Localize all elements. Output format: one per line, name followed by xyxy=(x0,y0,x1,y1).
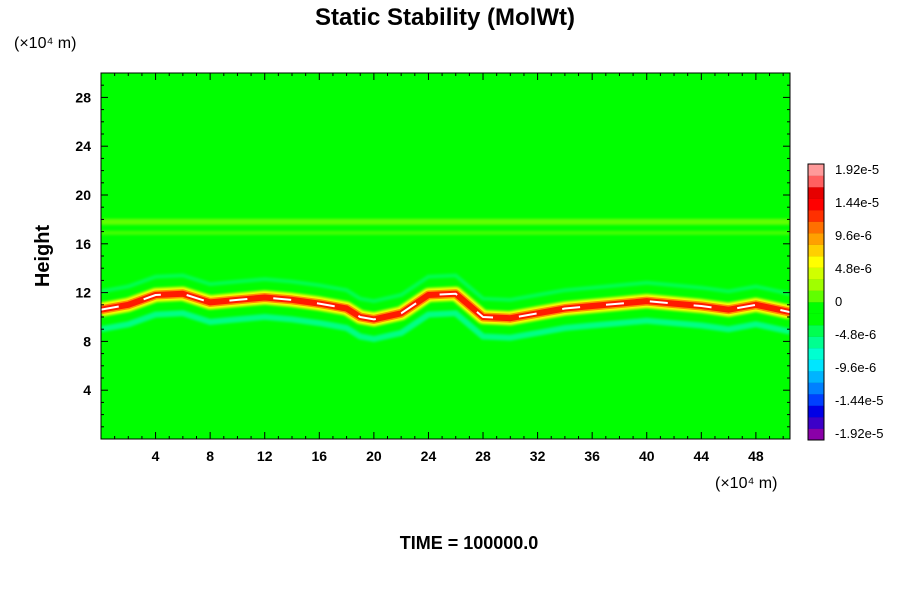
colorbar-ticks: 1.92e-5 1.44e-5 9.6e-6 4.8e-6 0 -4.8e-6 -9.6e-… xyxy=(835,162,883,441)
colorbar-tick-label: -4.8e-6 xyxy=(835,327,876,342)
colorbar-cell xyxy=(808,313,824,326)
colorbar-cell xyxy=(808,267,824,280)
x-axis: 4 8 12 16 20 24 28 32 36 40 44 48 xyxy=(114,73,784,464)
colorbar-cell xyxy=(808,336,824,349)
x-tick-label: 12 xyxy=(257,448,273,464)
colorbar-cell xyxy=(808,210,824,222)
chart-title: Static Stability (MolWt) xyxy=(315,4,575,31)
negative-stability-shadow xyxy=(101,310,790,343)
colorbar-tick-label: 4.8e-6 xyxy=(835,261,872,276)
colorbar-frame xyxy=(807,163,825,441)
colorbar-cell xyxy=(808,279,824,291)
colorbar-cells xyxy=(808,163,824,441)
time-label: TIME = 100000.0 xyxy=(400,533,539,553)
y-axis-label: Height xyxy=(32,225,54,288)
x-tick-label: 36 xyxy=(584,448,600,464)
stable-layer-peak xyxy=(101,292,790,321)
colorbar-tick-label: 1.92e-5 xyxy=(835,162,879,177)
colorbar-cell xyxy=(808,302,824,314)
colorbar-tick-label: 9.6e-6 xyxy=(835,228,872,243)
colorbar-cell xyxy=(808,233,824,245)
x-tick-label: 44 xyxy=(694,448,710,464)
colorbar-cell xyxy=(808,290,824,303)
x-tick-label: 48 xyxy=(748,448,764,464)
colorbar-cell xyxy=(808,256,824,268)
colorbar-cell xyxy=(808,175,824,188)
colorbar-tick-label: 0 xyxy=(835,294,842,309)
colorbar: 1.92e-5 1.44e-5 9.6e-6 4.8e-6 0 -4.8e-6 -9.6e-… xyxy=(807,162,883,441)
heatmap-features xyxy=(101,218,790,343)
x-tick-label: 16 xyxy=(312,448,328,464)
x-tick-label: 20 xyxy=(366,448,382,464)
colorbar-cell xyxy=(808,371,824,383)
x-tick-label: 4 xyxy=(152,448,160,464)
colorbar-tick-label: -1.44e-5 xyxy=(835,393,883,408)
y-tick-label: 16 xyxy=(75,236,91,252)
negative-stability-upper xyxy=(101,273,790,304)
colorbar-cell xyxy=(808,164,824,176)
y-tick-label: 24 xyxy=(75,138,91,154)
colorbar-tick-label: -1.92e-5 xyxy=(835,426,883,441)
x-axis-unit: (×10⁴ m) xyxy=(715,475,777,492)
y-tick-label: 8 xyxy=(83,333,91,349)
colorbar-tick-label: 1.44e-5 xyxy=(835,195,879,210)
colorbar-cell xyxy=(808,348,824,360)
y-tick-label: 20 xyxy=(75,187,91,203)
colorbar-cell xyxy=(808,325,824,337)
colorbar-tick-label: -9.6e-6 xyxy=(835,360,876,375)
colorbar-cell xyxy=(808,394,824,406)
colorbar-cell xyxy=(808,244,824,257)
y-tick-label: 28 xyxy=(75,89,91,105)
x-tick-label: 32 xyxy=(530,448,546,464)
x-tick-label: 8 xyxy=(206,448,214,464)
y-tick-label: 4 xyxy=(83,382,91,398)
colorbar-cell xyxy=(808,221,824,234)
x-tick-label: 28 xyxy=(475,448,491,464)
colorbar-cell xyxy=(808,417,824,429)
colorbar-cell xyxy=(808,382,824,395)
colorbar-cell xyxy=(808,428,824,441)
colorbar-cell xyxy=(808,198,824,211)
y-axis: 4 8 12 16 20 24 28 xyxy=(75,84,790,428)
x-tick-label: 40 xyxy=(639,448,655,464)
colorbar-cell xyxy=(808,359,824,372)
y-tick-label: 12 xyxy=(75,285,91,301)
colorbar-cell xyxy=(808,187,824,199)
heatmap-background xyxy=(101,73,790,439)
x-tick-label: 24 xyxy=(421,448,437,464)
upper-stability-band xyxy=(101,218,790,225)
y-axis-unit: (×10⁴ m) xyxy=(14,35,76,52)
colorbar-cell xyxy=(808,405,824,418)
upper-stability-band-secondary xyxy=(101,230,790,235)
